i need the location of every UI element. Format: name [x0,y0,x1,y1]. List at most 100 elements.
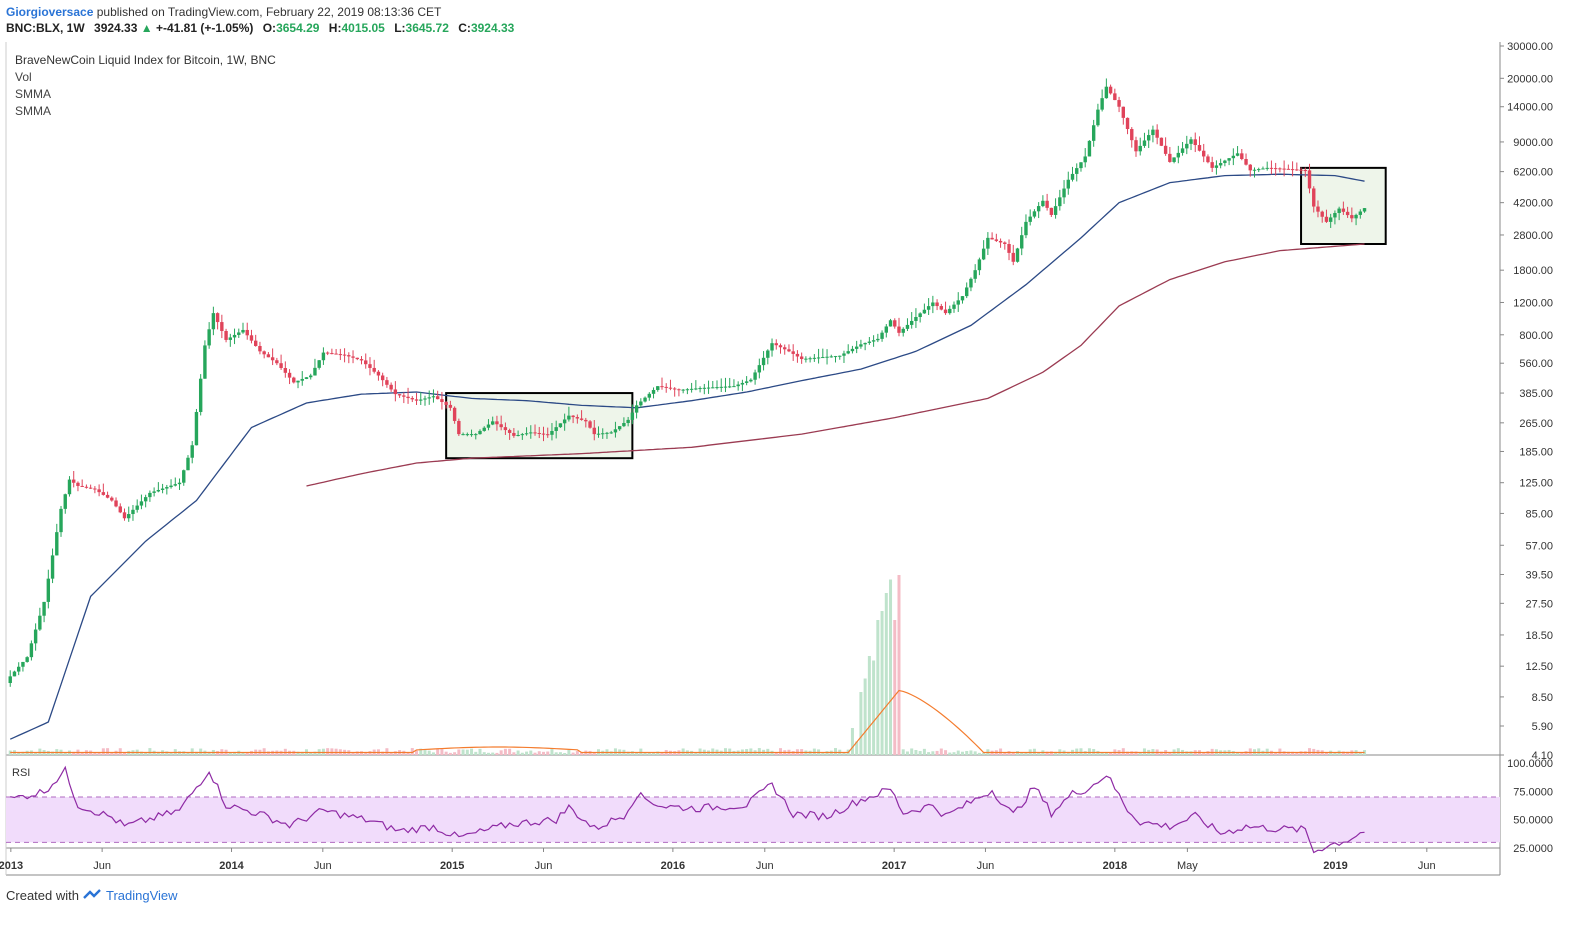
candle-body [740,382,745,385]
price-tick-label: 560.00 [1519,358,1553,370]
candle-body [1180,148,1185,153]
candle-body [926,306,931,310]
smma-slow-line [306,243,1365,487]
candle-body [1324,216,1329,222]
candle-body [1265,167,1269,169]
candle-body [156,489,161,492]
candle-body [266,354,271,358]
candle-body [186,457,190,471]
candle-body [656,386,660,390]
price-tick-label: 8.50 [1532,692,1553,704]
volume-bar [169,752,173,755]
price-tick-label: 12.50 [1525,661,1553,673]
volume-bar [486,752,490,755]
last-price: 3924.33 [94,21,138,35]
volume-bar [1087,748,1091,755]
volume-bar [321,748,325,755]
close-value: 3924.33 [470,21,515,35]
volume-bar [1185,751,1189,755]
volume-bar [643,752,647,755]
candle-body [385,380,389,385]
candle-body [1282,168,1286,170]
volume-bar [38,748,42,755]
candle-body [435,396,440,400]
candle-body [685,389,690,391]
volume-bar [34,752,38,755]
volume-bar [72,751,76,755]
candle-body [249,335,254,341]
candle-body [296,380,300,383]
low-value: 3645.72 [405,21,449,35]
volume-bar [190,748,194,755]
candle-body [33,629,38,644]
candle-body [63,494,67,509]
candle-body [672,388,677,390]
volume-bar [1054,751,1058,755]
candle-body [842,353,846,356]
candle-body [342,354,347,356]
volume-bar [880,611,884,755]
volume-bar [313,751,317,755]
volume-bar [529,750,533,755]
candle-body [503,427,508,431]
volume-bar [1303,751,1307,755]
candle-body [1248,164,1252,171]
volume-bar [876,620,880,755]
candle-body [622,423,626,427]
candle-body [1252,169,1257,171]
candle-body [774,343,778,346]
volume-bar [1299,751,1303,755]
price-tick-label: 39.50 [1525,569,1553,581]
candle-body [943,309,948,314]
volume-bar [546,751,550,755]
candle-body [668,387,673,389]
close-label: C: [458,21,471,35]
candle-body [626,419,630,424]
volume-bar [101,748,105,755]
author-link[interactable]: Giorgioversace [6,5,94,19]
change-value: +-41.81 (+-1.05%) [155,21,254,35]
legend-item-smma-fast[interactable]: SMMA [15,87,51,101]
candle-body [338,354,343,356]
legend-item-smma-slow[interactable]: SMMA [15,104,51,118]
candle-body [1358,211,1363,215]
candle-body [16,666,21,672]
volume-bar [927,752,931,755]
candle-body [190,445,194,458]
candle-body [1083,156,1087,163]
candle-body [351,356,355,358]
candle-body [97,489,101,493]
volume-bar [567,749,571,755]
candle-body [1142,140,1147,146]
candle-body [931,302,935,307]
candle-body [719,386,723,388]
series-title[interactable]: BraveNewCoin Liquid Index for Bitcoin, 1… [15,53,276,67]
time-tick-label: 2017 [882,860,906,872]
candle-body [1007,244,1011,253]
volume-bar [1176,748,1180,755]
volume-bar [1134,751,1138,755]
volume-bar [872,660,876,755]
candle-body [1015,248,1020,262]
volume-bar [952,752,956,755]
volume-bar [457,749,461,755]
volume-bar [635,752,639,755]
candle-body [474,434,478,436]
candle-body [791,351,795,354]
volume-bar [461,749,465,755]
volume-bar [889,579,893,755]
price-tick-label: 6200.00 [1513,167,1553,179]
candle-body [829,356,833,358]
candle-body [491,421,495,425]
volume-bar [385,748,389,755]
candle-body [224,330,228,340]
up-arrow-icon: ▲ [140,21,153,35]
volume-bar [448,752,452,755]
candle-body [1168,153,1172,162]
tradingview-brand[interactable]: TradingView [106,888,178,903]
volume-bar [1286,751,1290,755]
candle-body [1163,145,1168,154]
candle-body [914,317,918,321]
legend-item-vol[interactable]: Vol [15,70,32,84]
